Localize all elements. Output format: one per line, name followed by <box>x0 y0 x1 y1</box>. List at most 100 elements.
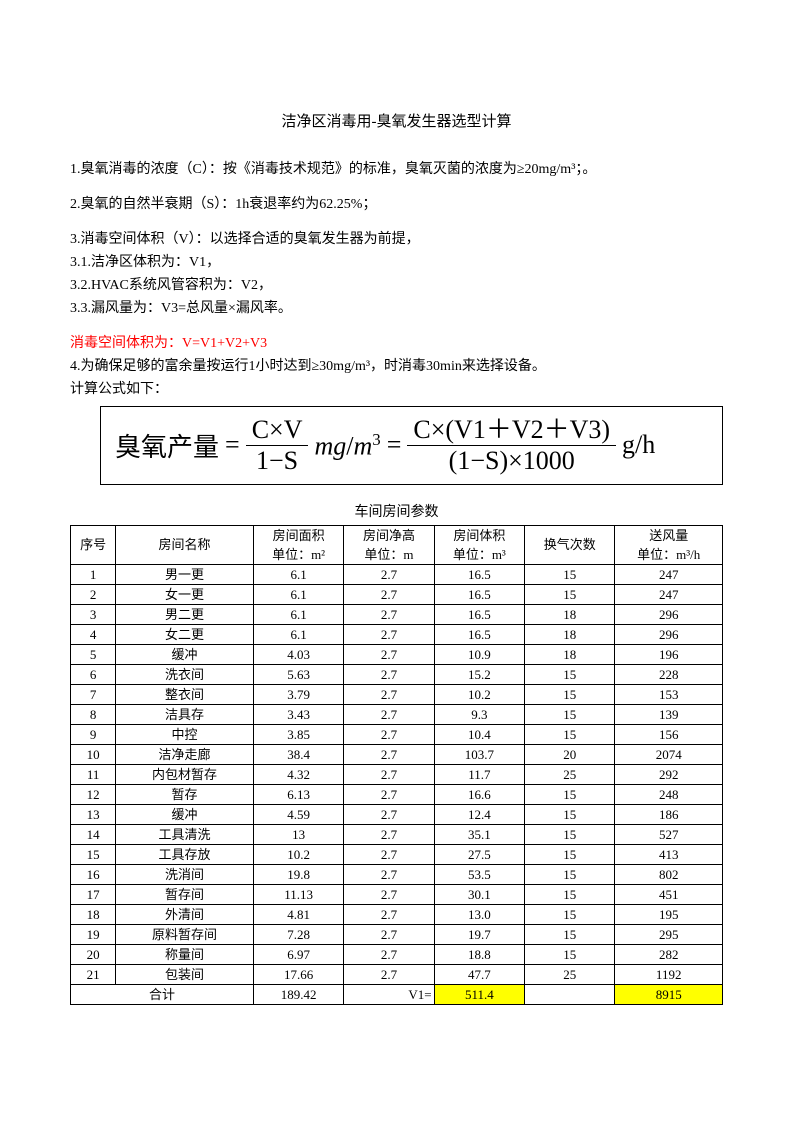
cell-area: 6.1 <box>253 624 343 644</box>
cell-no: 8 <box>71 704 116 724</box>
paragraph-3-2: 3.2.HVAC系统风管容积为：V2， <box>70 275 723 296</box>
table-row: 6洗衣间5.632.715.215228 <box>71 664 723 684</box>
cell-area: 6.97 <box>253 944 343 964</box>
table-row: 10洁净走廊38.42.7103.7202074 <box>71 744 723 764</box>
cell-name: 女二更 <box>116 624 254 644</box>
cell-air: 2074 <box>615 744 723 764</box>
table-row: 13缓冲4.592.712.415186 <box>71 804 723 824</box>
cell-ach: 15 <box>525 864 615 884</box>
cell-ach: 20 <box>525 744 615 764</box>
cell-name: 男一更 <box>116 564 254 584</box>
cell-ach: 15 <box>525 684 615 704</box>
cell-name: 缓冲 <box>116 804 254 824</box>
cell-no: 12 <box>71 784 116 804</box>
cell-vol: 11.7 <box>434 764 524 784</box>
th-h: 房间净高 <box>344 525 434 545</box>
cell-ach: 15 <box>525 824 615 844</box>
cell-vol: 16.5 <box>434 604 524 624</box>
th-ach: 换气次数 <box>525 525 615 564</box>
cell-h: 2.7 <box>344 864 434 884</box>
cell-area: 11.13 <box>253 884 343 904</box>
table-row: 4女二更6.12.716.518296 <box>71 624 723 644</box>
cell-vol: 27.5 <box>434 844 524 864</box>
cell-ach: 15 <box>525 844 615 864</box>
cell-no: 10 <box>71 744 116 764</box>
cell-name: 原料暂存间 <box>116 924 254 944</box>
cell-h: 2.7 <box>344 844 434 864</box>
cell-ach: 25 <box>525 764 615 784</box>
cell-ach: 18 <box>525 604 615 624</box>
cell-air: 139 <box>615 704 723 724</box>
table-title: 车间房间参数 <box>70 501 723 521</box>
cell-h: 2.7 <box>344 684 434 704</box>
th-vol: 房间体积 <box>434 525 524 545</box>
page-title: 洁净区消毒用-臭氧发生器选型计算 <box>70 110 723 131</box>
cell-h: 2.7 <box>344 564 434 584</box>
cell-air: 186 <box>615 804 723 824</box>
cell-no: 14 <box>71 824 116 844</box>
table-row: 18外清间4.812.713.015195 <box>71 904 723 924</box>
cell-vol: 47.7 <box>434 964 524 984</box>
formula-unit-m: m <box>353 431 372 460</box>
cell-no: 18 <box>71 904 116 924</box>
cell-no: 2 <box>71 584 116 604</box>
formula-den2: (1−S)×1000 <box>443 446 581 476</box>
th-no: 序号 <box>71 525 116 564</box>
cell-h: 2.7 <box>344 644 434 664</box>
cell-vol: 12.4 <box>434 804 524 824</box>
cell-ach: 15 <box>525 584 615 604</box>
cell-area: 3.85 <box>253 724 343 744</box>
cell-no: 4 <box>71 624 116 644</box>
cell-no: 1 <box>71 564 116 584</box>
table-row: 3男二更6.12.716.518296 <box>71 604 723 624</box>
cell-vol: 16.5 <box>434 584 524 604</box>
formula-unit-sup: 3 <box>372 430 380 449</box>
formula-unit-mg: mg <box>314 431 346 460</box>
cell-h: 2.7 <box>344 904 434 924</box>
cell-air: 196 <box>615 644 723 664</box>
cell-no: 21 <box>71 964 116 984</box>
cell-name: 整衣间 <box>116 684 254 704</box>
cell-area: 5.63 <box>253 664 343 684</box>
cell-air: 451 <box>615 884 723 904</box>
cell-air: 292 <box>615 764 723 784</box>
formula-frac2: C×(V1＋V2＋V3) (1−S)×1000 <box>407 415 616 476</box>
cell-air: 282 <box>615 944 723 964</box>
table-row: 17暂存间11.132.730.115451 <box>71 884 723 904</box>
cell-h: 2.7 <box>344 884 434 904</box>
cell-vol: 35.1 <box>434 824 524 844</box>
table-row: 16洗消间19.82.753.515802 <box>71 864 723 884</box>
cell-h: 2.7 <box>344 624 434 644</box>
cell-vol: 19.7 <box>434 924 524 944</box>
cell-air: 295 <box>615 924 723 944</box>
cell-area: 17.66 <box>253 964 343 984</box>
cell-ach: 25 <box>525 964 615 984</box>
cell-h: 2.7 <box>344 604 434 624</box>
cell-h: 2.7 <box>344 944 434 964</box>
th-name: 房间名称 <box>116 525 254 564</box>
paragraph-4a: 4.为确保足够的富余量按运行1小时达到≥30mg/m³，时消毒30min来选择设… <box>70 356 723 377</box>
cell-h: 2.7 <box>344 764 434 784</box>
formula-eq2: = <box>387 430 402 460</box>
cell-no: 5 <box>71 644 116 664</box>
table-row: 19原料暂存间7.282.719.715295 <box>71 924 723 944</box>
cell-air: 1192 <box>615 964 723 984</box>
cell-area: 3.43 <box>253 704 343 724</box>
formula-frac1: C×V 1−S <box>246 415 309 476</box>
cell-vol: 103.7 <box>434 744 524 764</box>
cell-h: 2.7 <box>344 784 434 804</box>
cell-vol: 10.9 <box>434 644 524 664</box>
cell-vol: 10.4 <box>434 724 524 744</box>
formula-unit2: g/h <box>622 430 655 460</box>
cell-air: 527 <box>615 824 723 844</box>
cell-h: 2.7 <box>344 744 434 764</box>
table-row: 9中控3.852.710.415156 <box>71 724 723 744</box>
paragraph-3-3: 3.3.漏风量为：V3=总风量×漏风率。 <box>70 298 723 319</box>
th-u-area: 单位：m² <box>253 545 343 565</box>
cell-area: 6.1 <box>253 604 343 624</box>
cell-h: 2.7 <box>344 964 434 984</box>
cell-area: 4.59 <box>253 804 343 824</box>
table-row: 5缓冲4.032.710.918196 <box>71 644 723 664</box>
cell-h: 2.7 <box>344 704 434 724</box>
paragraph-3-1: 3.1.洁净区体积为：V1， <box>70 252 723 273</box>
